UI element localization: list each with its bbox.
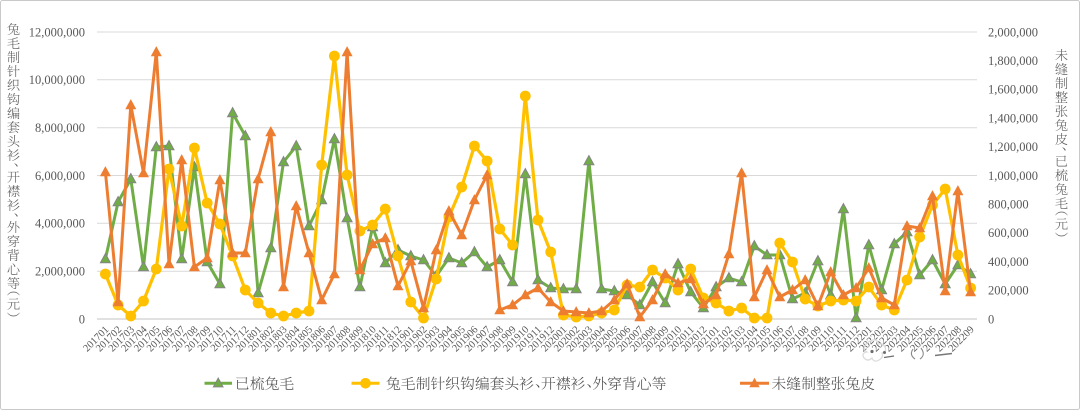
svg-text:400,000: 400,000 [988, 255, 1029, 269]
svg-text:1,400,000: 1,400,000 [988, 111, 1038, 125]
svg-text:1,200,000: 1,200,000 [988, 140, 1038, 154]
svg-text:10,000,000: 10,000,000 [29, 73, 85, 87]
svg-text:6,000,000: 6,000,000 [35, 169, 85, 183]
svg-text:800,000: 800,000 [988, 198, 1029, 212]
svg-text:1,800,000: 1,800,000 [988, 54, 1038, 68]
svg-text:600,000: 600,000 [988, 226, 1029, 240]
svg-text:1,600,000: 1,600,000 [988, 83, 1038, 97]
svg-text:2,000,000: 2,000,000 [988, 25, 1038, 39]
svg-text:2,000,000: 2,000,000 [35, 265, 85, 279]
svg-text:12,000,000: 12,000,000 [29, 25, 85, 39]
svg-text:0: 0 [79, 312, 85, 326]
svg-text:4,000,000: 4,000,000 [35, 217, 85, 231]
svg-text:8,000,000: 8,000,000 [35, 121, 85, 135]
svg-text:0: 0 [988, 312, 994, 326]
svg-text:200,000: 200,000 [988, 284, 1029, 298]
svg-text:1,000,000: 1,000,000 [988, 169, 1038, 183]
